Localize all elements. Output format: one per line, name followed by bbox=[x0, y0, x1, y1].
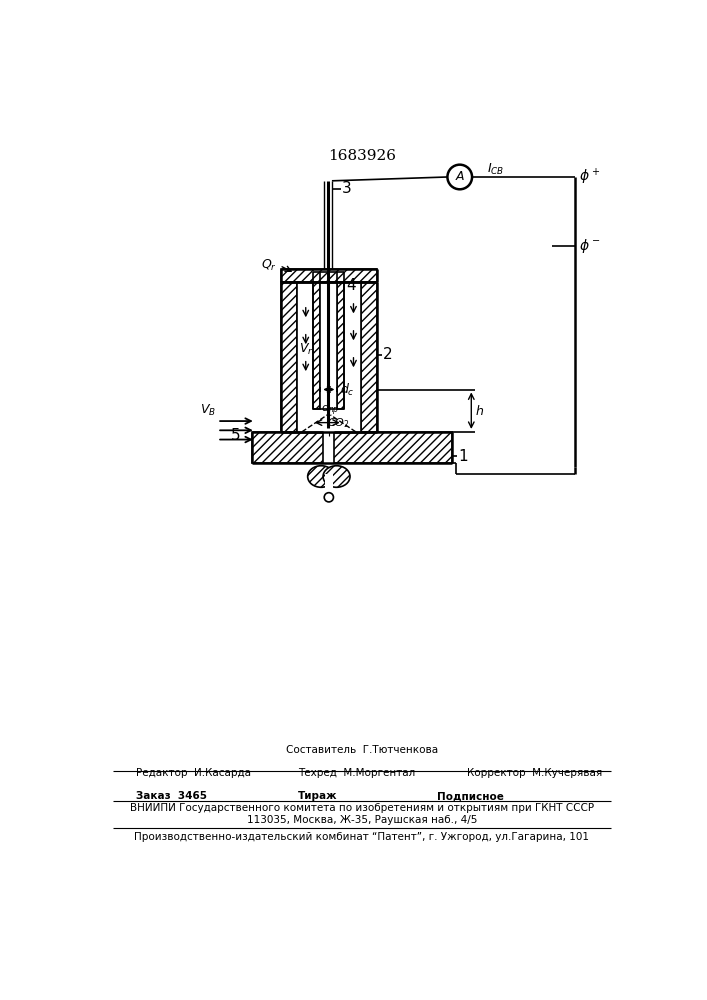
Bar bbox=[313, 272, 320, 409]
Text: 113035, Москва, Ж-35, Раушская наб., 4/5: 113035, Москва, Ж-35, Раушская наб., 4/5 bbox=[247, 815, 477, 825]
Bar bbox=[281, 282, 296, 432]
Text: Корректор  М.Кучерявая: Корректор М.Кучерявая bbox=[467, 768, 602, 778]
Text: 3: 3 bbox=[342, 181, 351, 196]
Text: Подписное: Подписное bbox=[437, 791, 503, 801]
Ellipse shape bbox=[323, 466, 350, 487]
Bar bbox=[337, 272, 344, 409]
Text: $h$: $h$ bbox=[475, 404, 484, 418]
Text: $A$: $A$ bbox=[455, 170, 465, 183]
Bar bbox=[334, 432, 452, 463]
Text: 1683926: 1683926 bbox=[328, 149, 396, 163]
Text: $Q_r$: $Q_r$ bbox=[261, 258, 276, 273]
Text: Тираж: Тираж bbox=[298, 791, 337, 801]
Text: Редактор  И.Касарда: Редактор И.Касарда bbox=[136, 768, 252, 778]
Bar bbox=[296, 282, 361, 432]
Text: $I_{CB}$: $I_{CB}$ bbox=[486, 162, 504, 177]
Bar bbox=[252, 432, 324, 463]
Bar bbox=[325, 474, 333, 490]
Text: 1: 1 bbox=[458, 449, 468, 464]
Bar bbox=[281, 269, 377, 282]
Text: Составитель  Г.Тютченкова: Составитель Г.Тютченкова bbox=[286, 745, 438, 755]
Circle shape bbox=[448, 165, 472, 189]
Bar bbox=[361, 282, 377, 432]
Text: Техред  М.Моргентал: Техред М.Моргентал bbox=[298, 768, 415, 778]
Text: Заказ  3465: Заказ 3465 bbox=[136, 791, 207, 801]
Text: $V_r$: $V_r$ bbox=[299, 342, 313, 357]
Text: $d_c$: $d_c$ bbox=[340, 381, 355, 398]
Text: $\phi^-$: $\phi^-$ bbox=[579, 237, 600, 255]
Text: 2: 2 bbox=[382, 347, 392, 362]
Text: $d_{np}$: $d_{np}$ bbox=[321, 402, 339, 418]
Text: $\phi^+$: $\phi^+$ bbox=[579, 167, 600, 187]
Text: ВНИИПИ Государственного комитета по изобретениям и открытиям при ГКНТ СССР: ВНИИПИ Государственного комитета по изоб… bbox=[130, 803, 594, 813]
Text: 4: 4 bbox=[346, 278, 356, 293]
Text: $V_B$: $V_B$ bbox=[199, 403, 216, 418]
Text: 5: 5 bbox=[230, 428, 240, 443]
Ellipse shape bbox=[308, 466, 334, 487]
Circle shape bbox=[325, 493, 334, 502]
Text: Производственно-издательский комбинат “Патент”, г. Ужгород, ул.Гагарина, 101: Производственно-издательский комбинат “П… bbox=[134, 832, 590, 842]
Text: $CO_2$: $CO_2$ bbox=[327, 417, 350, 430]
Bar bbox=[320, 272, 337, 409]
